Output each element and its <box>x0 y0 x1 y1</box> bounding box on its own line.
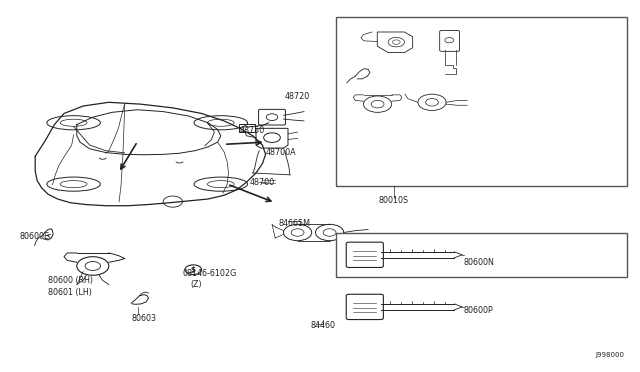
Text: 80603: 80603 <box>131 314 156 323</box>
Text: 48700A: 48700A <box>266 148 296 157</box>
Text: 80010S: 80010S <box>378 196 409 205</box>
Text: 80600N: 80600N <box>464 258 495 267</box>
Text: 80600P: 80600P <box>464 306 493 315</box>
Text: 48720: 48720 <box>285 92 310 101</box>
Text: 80600E: 80600E <box>19 232 49 241</box>
Text: 84460: 84460 <box>310 321 335 330</box>
Bar <box>336 17 627 186</box>
Text: 80601 (LH): 80601 (LH) <box>48 288 92 296</box>
Text: 48750: 48750 <box>240 126 265 135</box>
Text: 84665M: 84665M <box>278 219 310 228</box>
Text: J998000: J998000 <box>595 352 624 358</box>
Text: 48700: 48700 <box>250 178 275 187</box>
Bar <box>336 232 627 277</box>
Text: S: S <box>191 267 196 273</box>
Text: 08146-6102G: 08146-6102G <box>182 269 237 278</box>
Text: (Z): (Z) <box>191 280 202 289</box>
Text: 80600 (RH): 80600 (RH) <box>48 276 93 285</box>
